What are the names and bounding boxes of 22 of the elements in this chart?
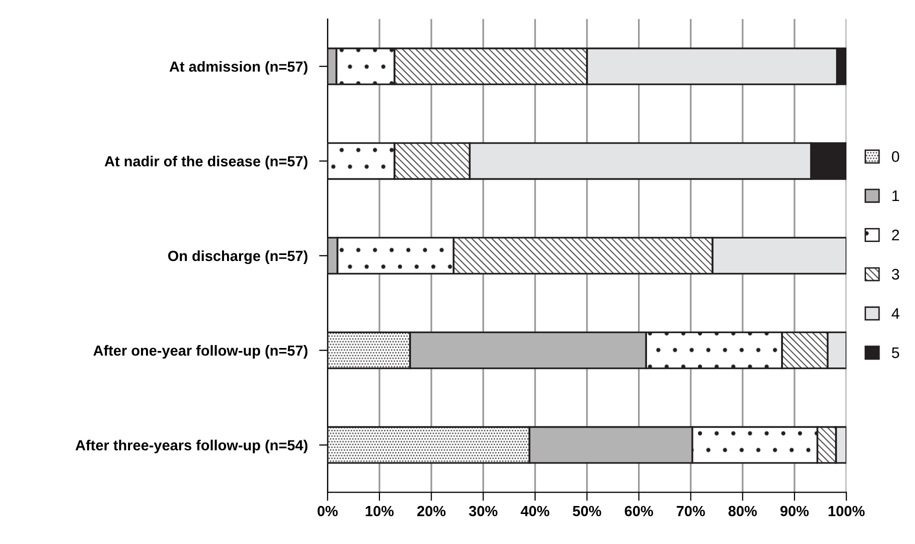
legend-label: 0 xyxy=(892,151,900,162)
y-tick-label: On discharge (n=57) xyxy=(168,250,308,264)
x-tick-label: 60% xyxy=(624,506,654,516)
x-tick-label: 90% xyxy=(780,506,809,516)
x-tick-label: 100% xyxy=(828,506,865,516)
y-tick-label: At nadir of the disease (n=57) xyxy=(104,156,308,170)
x-tick-label: 10% xyxy=(366,506,394,516)
x-tick-label: 40% xyxy=(520,506,550,516)
x-tick-label: 20% xyxy=(417,506,446,516)
x-tick-label: 0% xyxy=(318,506,338,516)
x-tick-label: 70% xyxy=(676,506,705,516)
x-tick-label: 80% xyxy=(728,506,757,516)
legend-label: 2 xyxy=(892,230,900,240)
y-tick-label: After three-years follow-up (n=54) xyxy=(76,440,308,454)
y-tick-label: After one-year follow-up (n=57) xyxy=(93,345,308,359)
x-tick-label: 50% xyxy=(572,506,602,516)
y-tick-label: At admission (n=57) xyxy=(170,61,308,75)
legend-label: 4 xyxy=(892,308,900,319)
legend-label: 3 xyxy=(892,268,900,280)
legend-label: 5 xyxy=(892,347,900,358)
legend-label: 1 xyxy=(892,190,900,202)
x-tick-label: 30% xyxy=(468,506,498,516)
